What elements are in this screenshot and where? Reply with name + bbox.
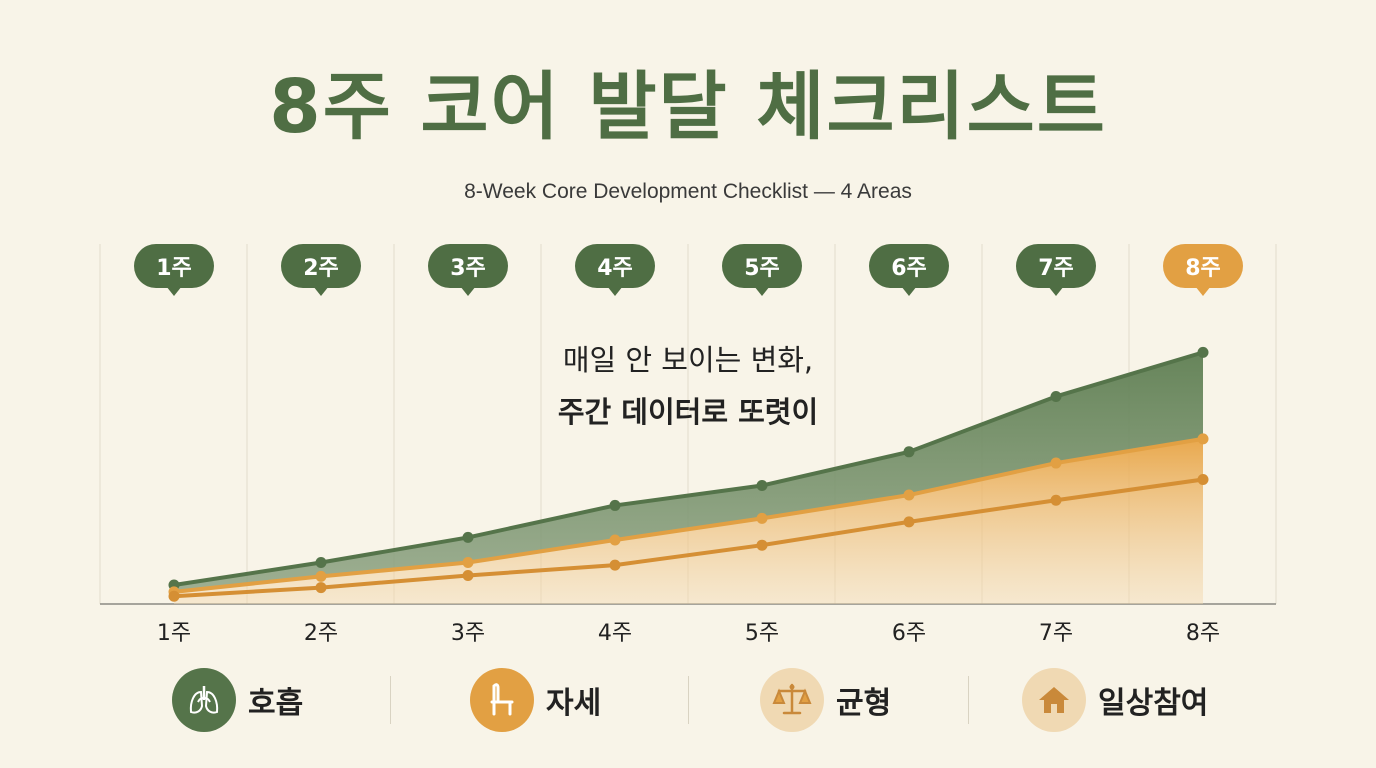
week-badge-label: 8주	[1185, 256, 1221, 281]
series-line-1	[173, 436, 1204, 594]
week-badge: 2주	[281, 244, 361, 296]
data-point	[1050, 494, 1062, 506]
data-point	[462, 556, 474, 568]
data-point	[609, 559, 621, 571]
data-point	[903, 446, 915, 458]
week-badge-pointer	[460, 286, 476, 296]
legend-divider	[390, 676, 391, 724]
legend-label-breathing: 호흡	[248, 686, 304, 721]
legend-label-posture: 자세	[546, 686, 602, 721]
x-tick-label: 5주	[745, 621, 779, 646]
week-badge-label: 7주	[1038, 256, 1074, 281]
week-badge-bubble	[1016, 244, 1096, 288]
week-badge-label: 4주	[597, 256, 633, 281]
legend-item-balance: 균형	[760, 662, 891, 738]
data-point	[168, 590, 180, 602]
legend-item-posture: 자세	[470, 662, 601, 738]
area-chart: 1주 2주 3주 4주 5주 6주 7주 8주 1주 2주 3주 4주 5주 6주 7주 8주 매일 안 보…	[99, 244, 1277, 646]
annotation: 매일 안 보이는 변화, 주간 데이터로 또렷이	[558, 343, 818, 429]
x-tick-label: 1주	[157, 621, 191, 646]
data-point	[903, 516, 915, 528]
series-line-2	[173, 477, 1204, 599]
week-badge: 7주	[1016, 244, 1096, 296]
week-badge-bubble	[281, 244, 361, 288]
data-point	[903, 489, 915, 501]
x-tick-label: 6주	[892, 621, 926, 646]
data-point	[315, 570, 327, 582]
legend-label-balance: 균형	[836, 686, 892, 721]
week-badge-pointer	[754, 286, 770, 296]
week-badge-pointer	[901, 286, 917, 296]
week-badge-pointer	[166, 286, 182, 296]
x-tick-label: 2주	[304, 621, 338, 646]
week-badge-bubble	[722, 244, 802, 288]
green-area	[174, 352, 1203, 592]
week-badge-pointer	[607, 286, 623, 296]
line-layer	[168, 346, 1209, 602]
data-point	[1197, 473, 1209, 485]
week-badge-pointer	[313, 286, 329, 296]
data-point	[756, 539, 768, 551]
x-tick-label: 3주	[451, 621, 485, 646]
page-subtitle: 8-Week Core Development Checklist — 4 Ar…	[464, 180, 912, 203]
balance-scale-icon	[760, 668, 824, 732]
week-badge-label: 1주	[156, 256, 192, 281]
data-point	[462, 569, 474, 581]
annotation-line-2: 주간 데이터로 또렷이	[558, 395, 818, 429]
x-tick-layer: 1주 2주 3주 4주 5주 6주 7주 8주	[157, 621, 1220, 646]
week-badge-pointer	[1195, 286, 1211, 296]
week-badge: 4주	[575, 244, 655, 296]
week-badge-bubble	[134, 244, 214, 288]
legend-divider	[688, 676, 689, 724]
home-icon	[1022, 668, 1086, 732]
week-badge: 5주	[722, 244, 802, 296]
legend-item-daily-participation: 일상참여	[1022, 662, 1208, 738]
week-badge-label: 6주	[891, 256, 927, 281]
x-tick-label: 8주	[1186, 621, 1220, 646]
data-point	[1050, 457, 1062, 469]
series-line-0	[173, 350, 1204, 587]
legend-label-daily-participation: 일상참여	[1098, 686, 1209, 721]
data-point	[756, 512, 768, 524]
week-badge-bubble	[428, 244, 508, 288]
data-point	[1050, 390, 1062, 402]
data-point	[609, 499, 621, 511]
page-title: 8주 코어 발달 체크리스트	[269, 64, 1107, 150]
orange-area	[174, 438, 1203, 604]
x-tick-label: 4주	[598, 621, 632, 646]
week-badge-bubble	[575, 244, 655, 288]
week-badge-label: 3주	[450, 256, 486, 281]
week-badge: 3주	[428, 244, 508, 296]
x-tick-label: 7주	[1039, 621, 1073, 646]
data-point	[315, 582, 327, 594]
area-layer	[174, 352, 1203, 604]
week-badge-layer: 1주 2주 3주 4주 5주 6주 7주 8주	[134, 244, 1243, 296]
chair-icon	[470, 668, 534, 732]
legend-item-breathing: 호흡	[172, 662, 303, 738]
annotation-line-1: 매일 안 보이는 변화,	[563, 343, 813, 377]
legend-divider	[968, 676, 969, 724]
week-badge-bubble	[1163, 244, 1243, 288]
data-point	[315, 556, 327, 568]
data-point	[756, 480, 768, 492]
week-badge: 8주	[1163, 244, 1243, 296]
week-badge-bubble	[869, 244, 949, 288]
week-badge-label: 2주	[303, 256, 339, 281]
data-point	[1197, 346, 1209, 358]
week-badge-pointer	[1048, 286, 1064, 296]
data-point	[1197, 433, 1209, 445]
legend: 호흡 자세 균형 일상참여	[100, 662, 1276, 738]
data-point	[462, 531, 474, 543]
week-badge: 6주	[869, 244, 949, 296]
lungs-icon	[172, 668, 236, 732]
week-badge-label: 5주	[744, 256, 780, 281]
data-point	[609, 534, 621, 546]
week-badge: 1주	[134, 244, 214, 296]
